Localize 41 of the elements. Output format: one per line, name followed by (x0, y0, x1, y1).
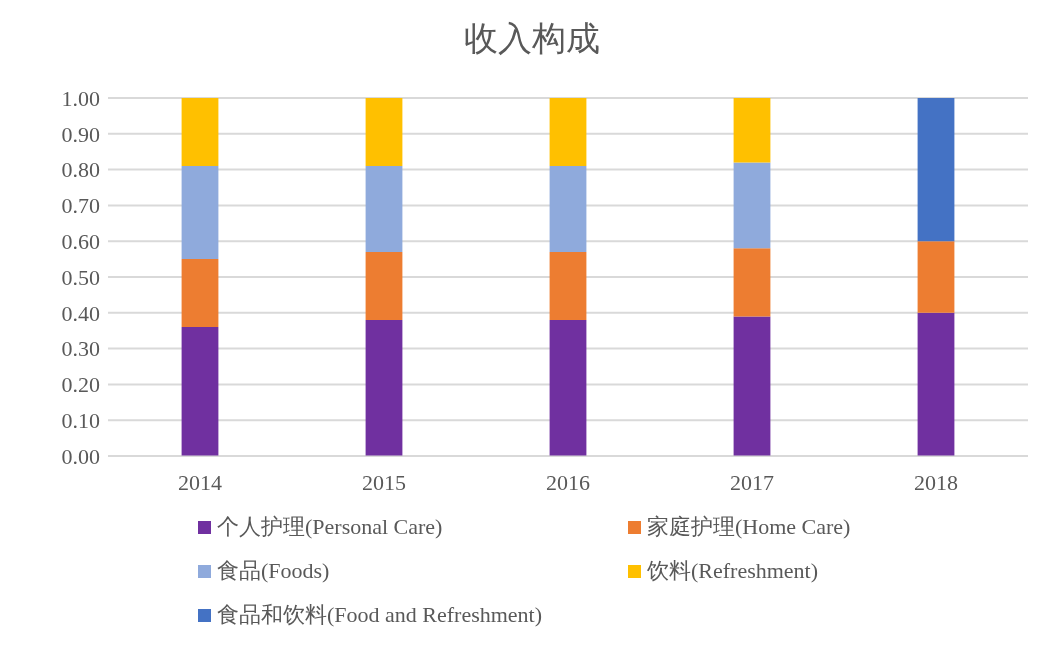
x-tick-label: 2018 (914, 469, 958, 495)
bar (917, 312, 955, 456)
bar (365, 251, 403, 320)
x-tick-label: 2016 (546, 469, 590, 495)
y-tick-label: 0.50 (61, 264, 100, 290)
bar (549, 251, 587, 320)
y-tick-label: 0.20 (61, 372, 100, 398)
chart-title: 收入构成 (462, 19, 601, 59)
x-tick-label: 2015 (362, 469, 406, 495)
bar (733, 248, 771, 317)
y-tick-label: 0.90 (61, 121, 100, 147)
bar (365, 166, 403, 252)
legend-label: 饮料(Refreshment) (647, 557, 819, 585)
bar (181, 259, 219, 328)
bar (549, 319, 587, 456)
x-tick-label: 2017 (730, 469, 774, 495)
legend-label: 家庭护理(Home Care) (647, 513, 851, 541)
y-tick-label: 0.80 (61, 157, 100, 183)
bar (365, 319, 403, 456)
bar (733, 316, 771, 456)
bar (181, 98, 219, 167)
bar (181, 166, 219, 260)
y-tick-label: 0.70 (61, 193, 100, 219)
bar (733, 162, 771, 249)
legend-label: 食品(Foods) (217, 557, 330, 585)
bar (917, 241, 955, 313)
y-tick-label: 0.00 (61, 443, 100, 469)
x-tick-label: 2014 (178, 469, 222, 495)
bar (917, 98, 955, 242)
legend-label: 个人护理(Personal Care) (217, 513, 443, 541)
y-tick-label: 0.60 (61, 229, 100, 255)
y-tick-label: 1.00 (61, 85, 100, 111)
y-tick-label: 0.30 (61, 336, 100, 362)
bar (549, 166, 587, 252)
bar (181, 327, 219, 456)
legend-label: 食品和饮料(Food and Refreshment) (217, 601, 543, 629)
bar (733, 98, 771, 163)
bar (365, 98, 403, 167)
y-tick-label: 0.10 (61, 408, 100, 434)
bar (549, 98, 587, 167)
y-tick-label: 0.40 (61, 300, 100, 326)
